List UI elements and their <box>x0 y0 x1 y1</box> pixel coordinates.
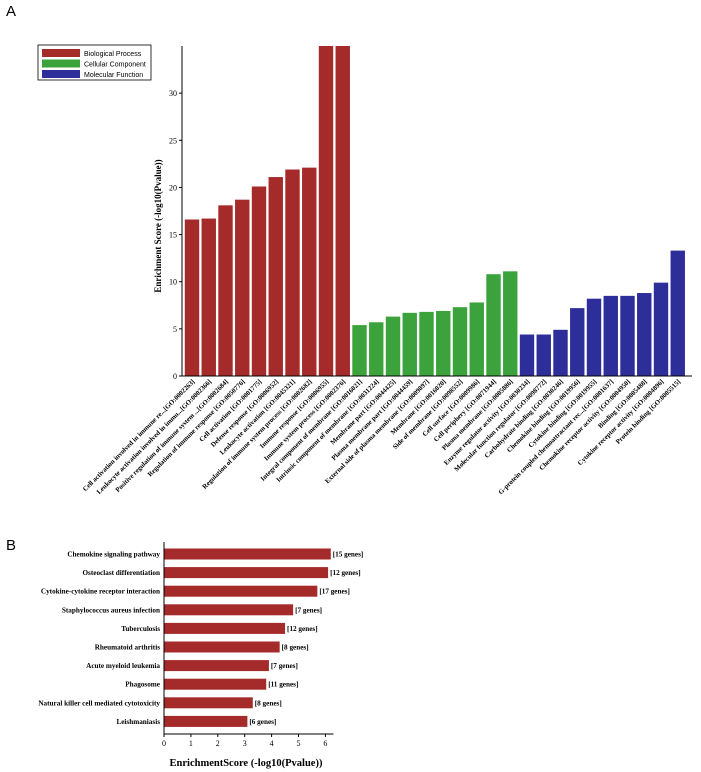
pathway-bar <box>164 585 318 597</box>
y-tick-label: 5 <box>173 325 177 334</box>
x-tick-label: 1 <box>189 739 193 748</box>
legend-swatch <box>42 59 80 68</box>
gene-count-label: [8 genes] <box>255 699 282 707</box>
legend: Biological Process Cellular Component Mole… <box>37 44 152 81</box>
gene-count-label: [11 genes] <box>268 681 298 689</box>
bar <box>235 199 250 376</box>
bar <box>536 334 551 376</box>
legend-swatch <box>42 49 80 57</box>
x-axis-title: EnrichmentScore (-log10(Pvalue)) <box>170 758 323 769</box>
y-tick-label: 15 <box>169 231 177 240</box>
y-tick-label: 25 <box>169 136 177 145</box>
bar <box>251 186 267 376</box>
pathway-bar <box>164 622 286 634</box>
bar <box>486 274 501 376</box>
legend-swatch <box>42 70 80 78</box>
x-tick-label: 0 <box>162 739 166 748</box>
bar <box>452 307 468 376</box>
bar <box>302 167 317 376</box>
bar <box>201 218 216 376</box>
bar <box>670 250 685 376</box>
pathway-label: Osteoclast differentiation <box>82 569 160 577</box>
y-tick-label: 10 <box>169 278 177 287</box>
bar <box>603 295 618 376</box>
pathway-bar <box>164 548 331 560</box>
bar <box>335 46 350 376</box>
kegg-pathway-chart: Chemokine signaling pathway [15 genes] Ost… <box>38 542 363 769</box>
category-label: Cell activation involved in immune re...… <box>82 378 197 493</box>
bar <box>218 205 233 376</box>
pathway-label: Natural killer cell mediated cytotoxicit… <box>38 699 160 707</box>
bar <box>570 308 585 376</box>
bar <box>285 169 300 376</box>
gene-count-label: [15 genes] <box>333 551 364 559</box>
gene-count-label: [12 genes] <box>287 625 318 633</box>
pathway-bar <box>164 697 253 709</box>
bar <box>436 310 451 376</box>
legend-label: Biological Process <box>84 51 142 58</box>
bar <box>352 325 367 376</box>
pathway-label: Rheumatoid arthritis <box>95 644 160 652</box>
bar <box>653 282 669 376</box>
gene-count-label: [6 genes] <box>249 718 276 726</box>
go-bars <box>184 46 685 376</box>
gene-count-label: [12 genes] <box>330 569 361 577</box>
panel-b-letter: B <box>6 537 16 554</box>
y-axis-title: Enrichment Score (-log10(Pvalue)) <box>153 159 163 292</box>
go-enrichment-chart: 0 5 10 15 20 25 30 Cell activation involved in… <box>37 44 692 496</box>
gene-count-label: [7 genes] <box>271 662 298 670</box>
pathway-bar <box>164 715 248 727</box>
pathway-label: Leishmaniasis <box>116 718 160 726</box>
legend-label: Molecular Function <box>84 72 143 79</box>
bar <box>586 298 602 376</box>
x-tick-label: 3 <box>243 739 247 748</box>
bar <box>519 334 535 376</box>
bar <box>268 177 283 376</box>
bar <box>553 329 568 376</box>
bar <box>184 219 200 376</box>
bar <box>637 293 652 376</box>
gene-count-label: [8 genes] <box>282 644 309 652</box>
x-tick-label: 6 <box>323 739 327 748</box>
pathway-label: Staphylococcus aureus infection <box>62 606 160 614</box>
pathway-label: Chemokine signaling pathway <box>67 551 160 559</box>
category-labels: Cell activation involved in immune re...… <box>82 378 682 496</box>
x-tick-label: 4 <box>270 739 274 748</box>
y-tick-label: 30 <box>169 89 177 98</box>
y-ticks: 0 5 10 15 20 25 30 <box>169 89 182 381</box>
bar <box>620 295 635 376</box>
category-label: Leukocyte activation involved in immu...… <box>96 378 213 495</box>
pathway-bar <box>164 678 267 690</box>
pathway-label: Cytokine-cytokine receptor interaction <box>41 588 160 596</box>
bar <box>503 271 518 376</box>
pathway-bars: Chemokine signaling pathway [15 genes] Ost… <box>38 548 364 727</box>
bar <box>385 316 401 376</box>
bar <box>369 322 384 376</box>
b-x-ticks: 0 1 2 3 4 5 6 <box>162 734 327 748</box>
legend-label: Cellular Component <box>84 62 146 69</box>
pathway-bar <box>164 641 280 653</box>
pathway-label: Tuberculosis <box>121 625 160 633</box>
bar <box>469 302 484 376</box>
bar <box>419 311 434 376</box>
panel-a-letter: A <box>6 3 16 20</box>
pathway-bar <box>164 604 294 616</box>
bar <box>402 312 417 376</box>
pathway-bar <box>164 567 329 579</box>
pathway-bar <box>164 660 269 672</box>
y-tick-label: 0 <box>173 372 177 381</box>
bar <box>318 46 334 376</box>
x-tick-label: 5 <box>297 739 301 748</box>
pathway-label: Acute myeloid leukemia <box>86 662 160 670</box>
x-tick-label: 2 <box>216 739 220 748</box>
gene-count-label: [17 genes] <box>319 588 350 596</box>
gene-count-label: [7 genes] <box>295 606 322 614</box>
y-tick-label: 20 <box>169 183 177 192</box>
pathway-label: Phagosome <box>125 681 160 689</box>
